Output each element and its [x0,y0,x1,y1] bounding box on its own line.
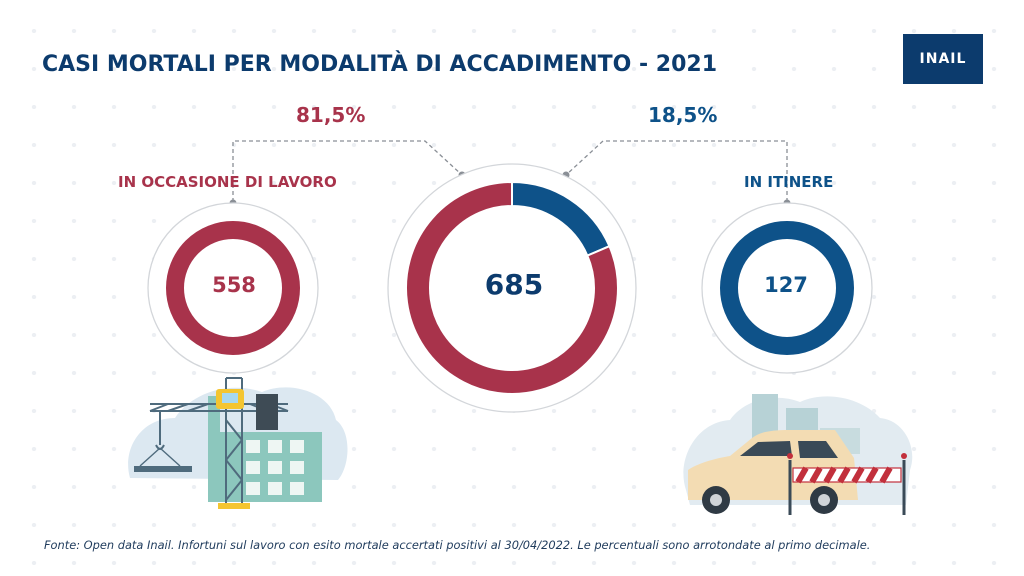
donut-slice-work [405,180,619,395]
percent-work: 81,5% [296,103,366,127]
connector-lines [232,140,788,202]
car-roadblock-icon [683,394,913,515]
donut-work-ring [166,221,300,355]
chart-title: CASI MORTALI PER MODALITÀ DI ACCADIMENTO… [42,52,718,77]
main-donut [405,180,619,395]
source-footnote: Fonte: Open data Inail. Infortuni sul la… [44,538,871,552]
connector-commute [565,140,788,202]
donut-commute-ring [720,221,854,355]
inail-logo: INAIL [903,34,983,84]
connector-work [232,140,463,202]
construction-crane-icon [128,377,348,509]
percent-commute: 18,5% [648,103,718,127]
label-work: IN OCCASIONE DI LAVORO [118,173,337,191]
value-work: 558 [212,273,256,297]
value-total: 685 [484,268,544,301]
value-commute: 127 [764,273,808,297]
label-commute: IN ITINERE [744,173,834,191]
